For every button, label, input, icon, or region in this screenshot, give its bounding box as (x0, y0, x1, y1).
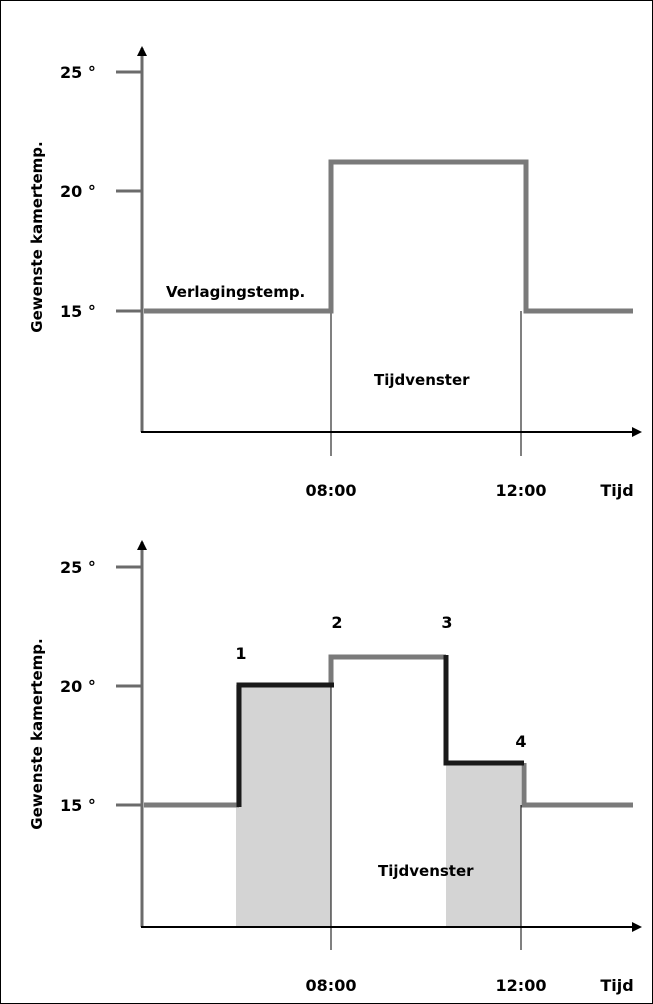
bottom-x-axis-label: Tijd (600, 976, 633, 995)
top-x-axis-label: Tijd (600, 481, 633, 500)
bottom-y-tick-25: 25 ° (60, 558, 96, 577)
top-y-tick-15: 15 ° (60, 302, 96, 321)
bottom-marker-2: 2 (331, 613, 342, 632)
bottom-base-profile-top (328, 654, 446, 686)
bottom-shade-cooldown (446, 763, 521, 927)
bottom-y-tick-20: 20 ° (60, 677, 96, 696)
bottom-window-label: Tijdvenster (378, 862, 474, 880)
top-y-tick-25: 25 ° (60, 63, 96, 82)
bottom-y-tick-15: 15 ° (60, 796, 96, 815)
top-diagram: 25 ° 20 ° 15 ° Gewenste kamertemp. Verla… (28, 46, 642, 500)
bottom-marker-3: 3 (441, 613, 452, 632)
bottom-marker-4: 4 (515, 732, 526, 751)
bottom-base-profile-right (521, 763, 633, 808)
top-setback-label: Verlagingstemp. (166, 283, 305, 301)
bottom-adjusted-heatup (236, 682, 334, 807)
bottom-diagram: 25 ° 20 ° 15 ° Gewenste kamertemp. 1 2 3… (28, 540, 642, 995)
bottom-x-tick-0800: 08:00 (306, 976, 357, 995)
bottom-shade-preheat (236, 685, 331, 927)
top-x-tick-0800: 08:00 (306, 481, 357, 500)
top-temperature-profile (144, 159, 633, 314)
bottom-y-axis-label: Gewenste kamertemp. (28, 638, 46, 829)
bottom-x-tick-1200: 12:00 (496, 976, 547, 995)
top-window-label: Tijdvenster (374, 371, 470, 389)
bottom-adjusted-cooldown (443, 655, 524, 766)
top-y-axis-label: Gewenste kamertemp. (28, 141, 46, 332)
top-x-tick-1200: 12:00 (496, 481, 547, 500)
top-y-tick-20: 20 ° (60, 182, 96, 201)
bottom-marker-1: 1 (235, 644, 246, 663)
